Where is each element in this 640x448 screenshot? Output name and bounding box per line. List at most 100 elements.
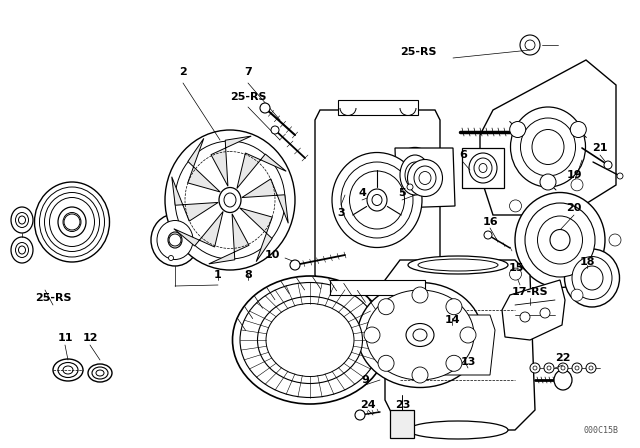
Circle shape: [570, 121, 586, 138]
Text: 5: 5: [398, 188, 406, 198]
Circle shape: [407, 184, 413, 190]
Ellipse shape: [413, 329, 427, 341]
Ellipse shape: [45, 193, 99, 251]
Polygon shape: [242, 179, 288, 223]
Ellipse shape: [92, 367, 108, 379]
Text: 25-RS: 25-RS: [400, 47, 436, 57]
Text: 15: 15: [508, 263, 524, 273]
Ellipse shape: [532, 129, 564, 164]
Circle shape: [64, 214, 80, 230]
Ellipse shape: [538, 216, 582, 264]
Ellipse shape: [35, 182, 109, 262]
Circle shape: [460, 327, 476, 343]
Ellipse shape: [257, 297, 362, 383]
Ellipse shape: [554, 370, 572, 390]
Text: 10: 10: [264, 250, 280, 260]
Text: 23: 23: [396, 400, 411, 410]
Circle shape: [169, 234, 181, 246]
Text: 14: 14: [444, 315, 460, 325]
Ellipse shape: [511, 107, 586, 187]
Ellipse shape: [19, 216, 26, 224]
Ellipse shape: [469, 153, 497, 183]
Ellipse shape: [40, 187, 104, 257]
Circle shape: [520, 312, 530, 322]
Circle shape: [446, 299, 462, 314]
Circle shape: [533, 366, 537, 370]
Ellipse shape: [168, 232, 182, 248]
Circle shape: [530, 363, 540, 373]
Ellipse shape: [224, 193, 236, 207]
Ellipse shape: [414, 166, 436, 190]
Ellipse shape: [266, 303, 354, 376]
Ellipse shape: [358, 283, 483, 388]
Ellipse shape: [525, 203, 595, 277]
Ellipse shape: [232, 276, 387, 404]
Text: 000C15B: 000C15B: [583, 426, 618, 435]
Circle shape: [446, 355, 462, 371]
Circle shape: [355, 410, 365, 420]
Ellipse shape: [151, 214, 199, 266]
Ellipse shape: [408, 256, 508, 274]
Ellipse shape: [349, 171, 404, 229]
Text: 19: 19: [566, 170, 582, 180]
Text: 22: 22: [556, 353, 571, 363]
Ellipse shape: [15, 212, 29, 228]
Circle shape: [589, 366, 593, 370]
Circle shape: [617, 173, 623, 179]
Circle shape: [520, 35, 540, 55]
Polygon shape: [420, 315, 495, 375]
Circle shape: [547, 366, 551, 370]
Bar: [390, 410, 414, 438]
Polygon shape: [240, 208, 272, 262]
Ellipse shape: [581, 266, 603, 290]
Ellipse shape: [58, 207, 86, 237]
Ellipse shape: [58, 362, 78, 378]
Ellipse shape: [394, 147, 436, 202]
Ellipse shape: [366, 290, 474, 380]
Ellipse shape: [408, 421, 508, 439]
Ellipse shape: [418, 259, 498, 271]
Ellipse shape: [520, 118, 575, 176]
Circle shape: [572, 363, 582, 373]
Text: 13: 13: [460, 357, 476, 367]
Ellipse shape: [63, 212, 81, 232]
Text: 25-RS: 25-RS: [230, 92, 266, 102]
Circle shape: [412, 287, 428, 303]
Polygon shape: [211, 136, 252, 186]
Circle shape: [168, 255, 173, 260]
Polygon shape: [209, 214, 249, 264]
Polygon shape: [315, 110, 440, 285]
Ellipse shape: [11, 237, 33, 263]
Text: 9: 9: [361, 375, 369, 385]
Ellipse shape: [572, 257, 612, 300]
Ellipse shape: [219, 188, 241, 212]
Polygon shape: [172, 177, 218, 221]
Text: 8: 8: [244, 270, 252, 280]
Ellipse shape: [406, 323, 434, 346]
Circle shape: [525, 40, 535, 50]
Polygon shape: [237, 153, 286, 189]
Ellipse shape: [515, 193, 605, 288]
Ellipse shape: [410, 168, 420, 181]
Polygon shape: [385, 260, 535, 430]
Circle shape: [571, 289, 583, 301]
Ellipse shape: [367, 189, 387, 211]
Text: 2: 2: [179, 67, 187, 77]
Circle shape: [571, 179, 583, 191]
Ellipse shape: [474, 158, 492, 178]
Circle shape: [290, 260, 300, 270]
Circle shape: [509, 121, 525, 138]
Circle shape: [378, 355, 394, 371]
Circle shape: [509, 268, 522, 280]
Bar: [462, 148, 504, 188]
Ellipse shape: [400, 155, 430, 195]
Ellipse shape: [165, 130, 295, 270]
Text: 18: 18: [579, 257, 595, 267]
Ellipse shape: [240, 283, 380, 397]
Text: 4: 4: [358, 188, 366, 198]
Polygon shape: [174, 211, 223, 247]
Circle shape: [260, 103, 270, 113]
Circle shape: [509, 200, 522, 212]
Text: 11: 11: [57, 333, 73, 343]
Ellipse shape: [332, 152, 422, 247]
